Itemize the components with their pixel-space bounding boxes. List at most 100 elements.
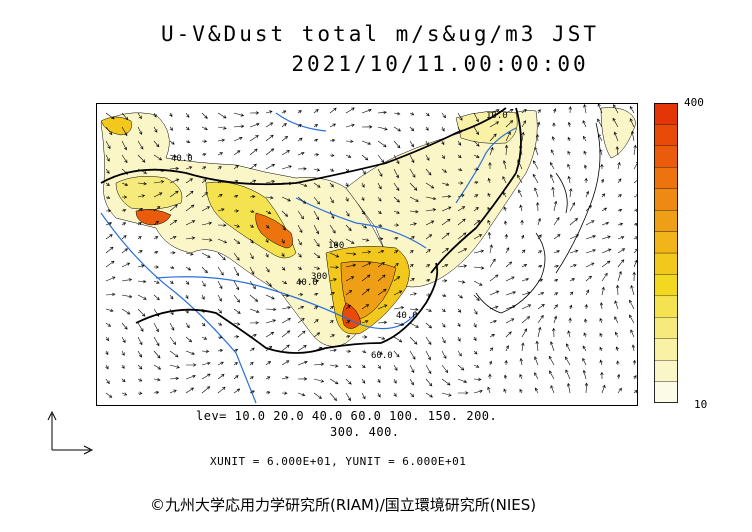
wind-arrow: [521, 342, 525, 352]
wind-arrow: [441, 293, 447, 298]
wind-arrow: [153, 206, 161, 212]
wind-arrow: [473, 234, 483, 240]
wind-arrow: [185, 236, 196, 240]
wind-arrow: [313, 210, 320, 221]
wind-arrow: [425, 234, 433, 240]
wind-arrow: [153, 265, 160, 269]
wind-arrow: [505, 108, 514, 114]
wind-arrow: [249, 294, 259, 302]
wind-arrow: [377, 210, 382, 214]
wind-arrow: [550, 385, 555, 394]
wind-arrow: [549, 174, 555, 184]
wind-arrow: [137, 322, 144, 332]
wind-arrow: [409, 350, 416, 360]
wind-arrow: [169, 235, 177, 240]
wind-arrow: [534, 187, 539, 198]
wind-arrow: [599, 317, 603, 324]
wind-arrow: [313, 279, 320, 283]
wind-arrow: [201, 280, 206, 287]
wind-arrow: [105, 209, 112, 213]
wind-arrow: [329, 252, 340, 258]
wind-arrow: [233, 252, 240, 261]
wind-arrow: [616, 373, 621, 380]
wind-arrow: [105, 322, 112, 327]
wind-arrow: [617, 161, 621, 170]
wind-arrow: [457, 206, 466, 212]
wind-arrow: [473, 180, 479, 185]
wind-arrow: [487, 206, 491, 212]
wind-arrow: [633, 144, 637, 156]
wind-arrow: [441, 154, 445, 159]
wind-arrow: [489, 146, 494, 156]
wind-arrow: [265, 134, 274, 142]
wind-arrow: [249, 224, 254, 228]
wind-arrow: [265, 307, 277, 312]
wind-arrow: [377, 392, 381, 398]
wind-arrow: [329, 320, 334, 324]
wind-arrow: [473, 389, 483, 394]
wind-arrow: [473, 377, 482, 382]
wind-arrow: [553, 292, 559, 296]
wind-arrow: [473, 126, 479, 136]
wind-arrow: [425, 196, 437, 201]
wind-arrow: [553, 264, 559, 269]
wind-arrow: [345, 349, 352, 353]
wind-arrow: [599, 332, 603, 338]
wind-arrow: [582, 369, 587, 380]
wind-arrow: [169, 350, 179, 358]
wind-arrow: [137, 221, 142, 226]
wind-arrow: [393, 236, 399, 241]
wind-arrow: [488, 373, 492, 380]
wind-arrow: [583, 164, 588, 170]
wind-arrow: [329, 210, 335, 220]
wind-arrow: [329, 196, 334, 204]
wind-arrow: [217, 361, 224, 366]
wind-arrow: [201, 238, 213, 242]
wind-arrow: [345, 378, 352, 385]
wind-arrow: [105, 378, 110, 385]
wind-arrow: [425, 154, 430, 161]
wind-arrow: [537, 250, 543, 254]
wind-arrow: [441, 336, 446, 344]
wind-arrow: [297, 330, 306, 338]
wind-arrow: [345, 168, 350, 173]
wind-arrow: [361, 392, 366, 400]
wind-arrow: [233, 322, 241, 326]
wind-arrow: [329, 138, 336, 143]
wind-arrow: [265, 319, 277, 324]
wind-arrow: [313, 138, 319, 142]
wind-arrow: [153, 180, 165, 184]
wind-arrow: [393, 154, 400, 165]
wind-arrow: [489, 347, 494, 352]
wind-arrow: [169, 166, 180, 171]
wind-arrow: [601, 235, 611, 240]
wind-arrow: [281, 360, 290, 366]
wind-arrow: [281, 376, 289, 380]
wind-arrow: [153, 168, 165, 173]
wind-arrow: [105, 292, 116, 297]
wind-arrow: [153, 154, 163, 161]
wind-arrow: [201, 322, 206, 327]
wind-arrow: [505, 345, 509, 352]
wind-arrow: [612, 117, 619, 128]
wind-arrow: [201, 373, 211, 380]
wind-arrow: [201, 308, 205, 313]
wind-arrow: [185, 308, 189, 314]
wind-arrow: [345, 154, 352, 158]
wind-arrow: [393, 182, 400, 191]
wind-arrow: [615, 284, 620, 296]
wind-arrow: [550, 149, 555, 156]
wind-arrow: [521, 131, 525, 142]
wind-arrow: [584, 177, 588, 184]
wind-arrow: [137, 391, 143, 395]
wind-arrow: [137, 181, 147, 186]
wind-arrow: [185, 178, 194, 184]
wind-arrow: [233, 180, 239, 184]
wind-arrow: [233, 348, 239, 352]
wind-arrow: [487, 177, 491, 184]
wind-arrow: [217, 252, 226, 261]
wind-arrow: [329, 224, 336, 234]
wind-arrow: [281, 150, 290, 156]
wind-arrow: [185, 322, 190, 329]
wind-arrow: [121, 140, 127, 151]
